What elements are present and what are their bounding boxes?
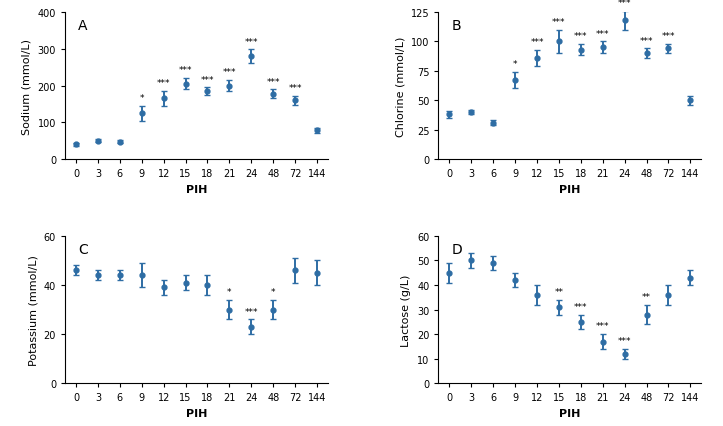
Y-axis label: Sodium (mmol/L): Sodium (mmol/L) <box>22 38 32 134</box>
X-axis label: PIH: PIH <box>559 408 581 418</box>
Text: ***: *** <box>618 0 631 8</box>
Text: C: C <box>78 242 88 256</box>
Text: ***: *** <box>662 32 675 41</box>
X-axis label: PIH: PIH <box>186 408 208 418</box>
Text: ***: *** <box>574 32 588 41</box>
Text: D: D <box>452 242 462 256</box>
Text: **: ** <box>555 288 563 296</box>
Text: ***: *** <box>157 79 171 88</box>
Text: ***: *** <box>201 75 214 84</box>
X-axis label: PIH: PIH <box>559 184 581 194</box>
Text: B: B <box>452 19 461 33</box>
Text: *: * <box>271 288 275 296</box>
Text: *: * <box>513 60 518 69</box>
Text: ***: *** <box>640 37 654 46</box>
Text: ***: *** <box>530 38 544 47</box>
Text: ***: *** <box>288 84 302 93</box>
Text: ***: *** <box>596 322 609 331</box>
Text: **: ** <box>642 292 651 301</box>
Text: ***: *** <box>179 66 192 75</box>
Text: ***: *** <box>552 18 565 27</box>
Y-axis label: Chlorine (mmol/L): Chlorine (mmol/L) <box>395 36 405 136</box>
Text: A: A <box>78 19 87 33</box>
Y-axis label: Potassium (mmol/L): Potassium (mmol/L) <box>28 255 38 365</box>
Text: ***: *** <box>267 78 280 86</box>
Y-axis label: Lactose (g/L): Lactose (g/L) <box>401 274 411 346</box>
Text: *: * <box>227 288 231 296</box>
X-axis label: PIH: PIH <box>186 184 208 194</box>
Text: ***: *** <box>596 29 609 38</box>
Text: ***: *** <box>244 37 258 46</box>
Text: ***: *** <box>618 337 631 345</box>
Text: *: * <box>140 94 144 103</box>
Text: ***: *** <box>244 307 258 316</box>
Text: ***: *** <box>574 302 588 311</box>
Text: ***: *** <box>223 68 236 77</box>
